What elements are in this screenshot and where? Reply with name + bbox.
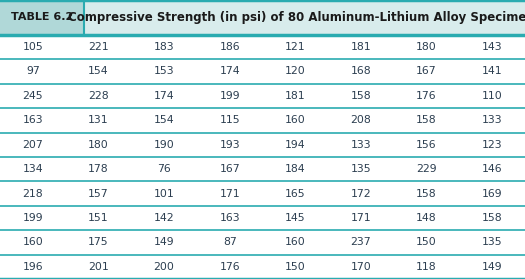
Text: 160: 160 bbox=[23, 237, 43, 247]
Text: 158: 158 bbox=[416, 115, 437, 125]
Text: 148: 148 bbox=[416, 213, 437, 223]
Text: 154: 154 bbox=[88, 66, 109, 76]
Text: 170: 170 bbox=[351, 262, 371, 272]
Text: 184: 184 bbox=[285, 164, 306, 174]
Text: 133: 133 bbox=[351, 140, 371, 150]
Text: 110: 110 bbox=[482, 91, 502, 101]
Text: 158: 158 bbox=[482, 213, 502, 223]
Text: 143: 143 bbox=[482, 42, 502, 52]
Text: 145: 145 bbox=[285, 213, 306, 223]
Text: 237: 237 bbox=[351, 237, 371, 247]
Text: 156: 156 bbox=[416, 140, 437, 150]
Text: 181: 181 bbox=[351, 42, 371, 52]
Text: 218: 218 bbox=[23, 189, 43, 199]
Text: 135: 135 bbox=[351, 164, 371, 174]
Text: 150: 150 bbox=[285, 262, 306, 272]
Text: 199: 199 bbox=[219, 91, 240, 101]
Text: 158: 158 bbox=[416, 189, 437, 199]
Text: 105: 105 bbox=[23, 42, 43, 52]
Text: 200: 200 bbox=[154, 262, 174, 272]
Text: 171: 171 bbox=[219, 189, 240, 199]
Text: 245: 245 bbox=[23, 91, 43, 101]
Text: 165: 165 bbox=[285, 189, 306, 199]
Text: 157: 157 bbox=[88, 189, 109, 199]
Text: 158: 158 bbox=[351, 91, 371, 101]
Text: 193: 193 bbox=[219, 140, 240, 150]
Text: 175: 175 bbox=[88, 237, 109, 247]
Text: 146: 146 bbox=[482, 164, 502, 174]
Text: 181: 181 bbox=[285, 91, 306, 101]
Text: 135: 135 bbox=[482, 237, 502, 247]
Text: 180: 180 bbox=[416, 42, 437, 52]
Bar bbox=[84, 0, 525, 35]
Text: 131: 131 bbox=[88, 115, 109, 125]
Text: TABLE 6.2: TABLE 6.2 bbox=[11, 13, 73, 22]
Text: 167: 167 bbox=[219, 164, 240, 174]
Text: 115: 115 bbox=[219, 115, 240, 125]
Text: 208: 208 bbox=[351, 115, 371, 125]
Text: 133: 133 bbox=[482, 115, 502, 125]
Text: 101: 101 bbox=[154, 189, 174, 199]
Text: Compressive Strength (in psi) of 80 Aluminum-Lithium Alloy Specimens: Compressive Strength (in psi) of 80 Alum… bbox=[68, 11, 525, 24]
Text: 134: 134 bbox=[23, 164, 43, 174]
Text: 174: 174 bbox=[154, 91, 174, 101]
Text: 167: 167 bbox=[416, 66, 437, 76]
Text: 149: 149 bbox=[482, 262, 502, 272]
Text: 183: 183 bbox=[154, 42, 174, 52]
Text: 149: 149 bbox=[154, 237, 174, 247]
Text: 141: 141 bbox=[482, 66, 502, 76]
Bar bbox=[0, 0, 84, 35]
Text: 176: 176 bbox=[219, 262, 240, 272]
Text: 171: 171 bbox=[351, 213, 371, 223]
Text: 201: 201 bbox=[88, 262, 109, 272]
Text: 186: 186 bbox=[219, 42, 240, 52]
Text: 123: 123 bbox=[482, 140, 502, 150]
Text: 87: 87 bbox=[223, 237, 237, 247]
Text: 76: 76 bbox=[157, 164, 171, 174]
Text: 163: 163 bbox=[219, 213, 240, 223]
Text: 199: 199 bbox=[23, 213, 43, 223]
Text: 154: 154 bbox=[154, 115, 174, 125]
Text: 174: 174 bbox=[219, 66, 240, 76]
Text: 190: 190 bbox=[154, 140, 174, 150]
Text: 228: 228 bbox=[88, 91, 109, 101]
Text: 142: 142 bbox=[154, 213, 174, 223]
Text: 221: 221 bbox=[88, 42, 109, 52]
Text: 168: 168 bbox=[351, 66, 371, 76]
Text: 160: 160 bbox=[285, 237, 306, 247]
Text: 151: 151 bbox=[88, 213, 109, 223]
Text: 163: 163 bbox=[23, 115, 43, 125]
Text: 121: 121 bbox=[285, 42, 306, 52]
Text: 120: 120 bbox=[285, 66, 306, 76]
Text: 180: 180 bbox=[88, 140, 109, 150]
Text: 153: 153 bbox=[154, 66, 174, 76]
Text: 207: 207 bbox=[23, 140, 43, 150]
Text: 172: 172 bbox=[351, 189, 371, 199]
Text: 118: 118 bbox=[416, 262, 437, 272]
Text: 194: 194 bbox=[285, 140, 306, 150]
Text: 97: 97 bbox=[26, 66, 40, 76]
Text: 178: 178 bbox=[88, 164, 109, 174]
Text: 229: 229 bbox=[416, 164, 437, 174]
Text: 176: 176 bbox=[416, 91, 437, 101]
Text: 196: 196 bbox=[23, 262, 43, 272]
Text: 160: 160 bbox=[285, 115, 306, 125]
Text: 150: 150 bbox=[416, 237, 437, 247]
Text: 169: 169 bbox=[482, 189, 502, 199]
